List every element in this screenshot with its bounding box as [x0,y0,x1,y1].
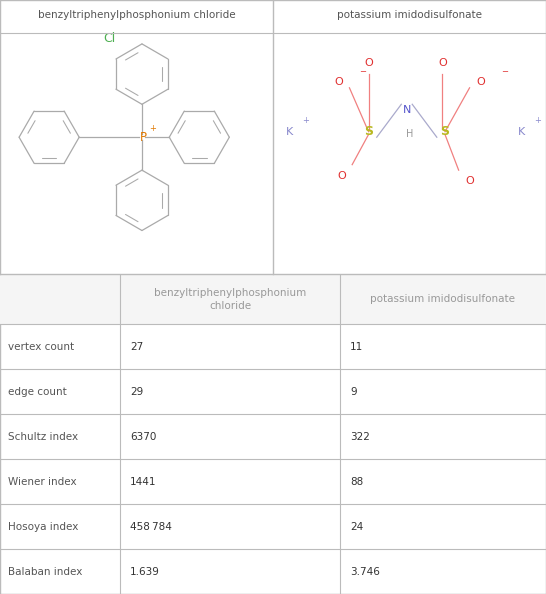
Text: potassium imidodisulfonate: potassium imidodisulfonate [371,295,515,305]
Text: N: N [402,105,411,115]
Text: 1.639: 1.639 [130,567,160,577]
Text: −: − [136,29,145,39]
Text: Cl: Cl [104,32,116,45]
Text: potassium imidodisulfonate: potassium imidodisulfonate [337,10,482,20]
Text: +: + [535,116,541,125]
Text: O: O [476,77,485,87]
Text: O: O [465,176,474,186]
Text: 1441: 1441 [130,476,157,486]
Text: Wiener index: Wiener index [8,476,76,486]
Text: S: S [364,125,373,138]
Text: P: P [140,131,147,144]
Text: +: + [302,116,309,125]
Text: vertex count: vertex count [8,342,74,352]
Text: 11: 11 [350,342,363,352]
Text: 88: 88 [350,476,363,486]
Text: O: O [334,77,343,87]
Text: 322: 322 [350,432,370,442]
Text: H: H [406,129,413,140]
Text: Schultz index: Schultz index [8,432,78,442]
Text: −: − [502,67,508,76]
Text: benzyltriphenylphosphonium
chloride: benzyltriphenylphosphonium chloride [154,288,306,311]
Text: O: O [337,170,346,181]
Text: 27: 27 [130,342,143,352]
Text: O: O [438,58,447,68]
Text: 29: 29 [130,387,143,397]
Text: −: − [360,67,366,76]
Text: 3.746: 3.746 [350,567,380,577]
Text: S: S [441,125,449,138]
Text: O: O [364,58,373,68]
Text: 9: 9 [350,387,357,397]
Text: Hosoya index: Hosoya index [8,522,79,532]
Text: Balaban index: Balaban index [8,567,82,577]
Text: 458 784: 458 784 [130,522,172,532]
Text: benzyltriphenylphosphonium chloride: benzyltriphenylphosphonium chloride [38,10,235,20]
Text: +: + [150,125,156,134]
Text: 6370: 6370 [130,432,156,442]
Text: edge count: edge count [8,387,67,397]
Text: 24: 24 [350,522,363,532]
Text: K: K [518,127,525,137]
Bar [0,274,546,324]
Text: K: K [286,127,293,137]
